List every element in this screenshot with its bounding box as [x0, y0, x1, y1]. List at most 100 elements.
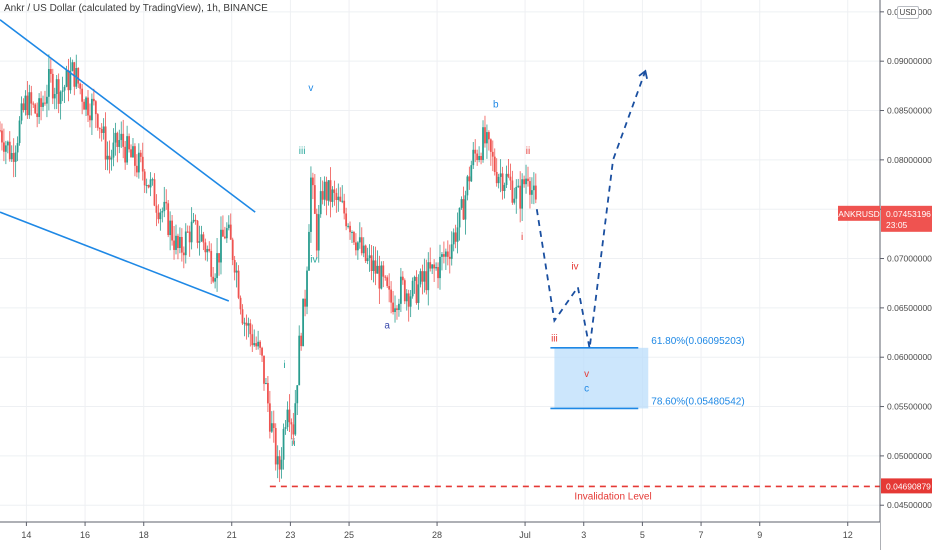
candle-body [110, 157, 113, 160]
candle-body [241, 309, 244, 324]
candle-body [141, 156, 144, 172]
candle-body [480, 156, 482, 161]
candle-body [0, 130, 1, 132]
candle-body [423, 271, 426, 282]
candle-body [235, 270, 238, 273]
candle-body [392, 302, 394, 313]
candle-body [16, 143, 19, 153]
candle-body [165, 201, 168, 204]
candle-body [311, 177, 314, 186]
candle-body [470, 165, 473, 182]
candle-body [521, 179, 524, 209]
candle-body [192, 219, 195, 222]
candle-body [182, 252, 185, 256]
candle-body [382, 265, 385, 277]
symbol-badge [838, 205, 880, 221]
candle-body [513, 198, 516, 203]
candle-body [468, 176, 471, 182]
time-tick-label: 7 [699, 530, 704, 540]
candle-body [265, 383, 267, 385]
candle-body [310, 177, 312, 232]
candle-body [427, 262, 430, 291]
candle-body [349, 225, 351, 233]
wave-label: b [493, 100, 499, 111]
candle-body [134, 146, 136, 166]
candle-body [390, 289, 393, 303]
candle-body [358, 237, 361, 243]
price-scale-bg [880, 0, 932, 550]
candle-body [360, 237, 363, 254]
time-tick-label: 23 [285, 530, 295, 540]
candle-body [118, 140, 121, 147]
candle-body [132, 146, 134, 158]
candle-body [159, 212, 162, 220]
wave-label: iii [299, 146, 306, 157]
candle-body [100, 129, 103, 133]
candle-body [253, 343, 256, 346]
candle-body [42, 102, 44, 107]
candle-body [511, 180, 514, 203]
candle-body [114, 132, 117, 143]
candle-body [145, 184, 148, 186]
candle-body [396, 308, 398, 311]
candle-body [147, 184, 150, 188]
candle-body [212, 276, 215, 282]
candle-body [394, 308, 396, 313]
candle-body [484, 127, 486, 144]
candle-body [278, 456, 281, 470]
candle-body [302, 298, 305, 347]
fib-zone [554, 347, 649, 409]
price-tick-label: 0.04500000 [887, 500, 932, 510]
candle-body [401, 276, 404, 281]
candle-body [441, 254, 443, 257]
candle-body [227, 224, 230, 229]
candle-body [474, 149, 477, 154]
candle-body [149, 179, 152, 188]
candle-body [247, 323, 250, 326]
trend-line [0, 19, 256, 213]
candle-body [243, 322, 246, 324]
candle-body [315, 213, 318, 251]
candle-body [443, 254, 445, 257]
candle-body [120, 133, 123, 141]
invalidation-badge-label: 0.04690879 [886, 481, 931, 491]
candle-body [222, 229, 224, 237]
candle-body [151, 179, 154, 181]
wave-label: ii [291, 438, 295, 449]
candle-body [20, 103, 23, 121]
candle-body [12, 153, 15, 162]
candle-body [198, 241, 201, 243]
candle-body [364, 245, 367, 262]
candle-body [190, 221, 193, 243]
symbol-badge-label: ANKRUSD [838, 209, 880, 219]
candle-body [407, 293, 410, 307]
currency-button[interactable]: USD [897, 6, 919, 19]
candle-body [8, 141, 11, 160]
time-tick-label: Jul [519, 530, 531, 540]
candle-body [22, 103, 25, 111]
wave-label: v [308, 83, 313, 94]
candle-body [458, 207, 461, 228]
time-tick-label: 9 [757, 530, 762, 540]
candle-body [124, 146, 127, 163]
candle-body [231, 239, 234, 260]
candle-body [63, 86, 66, 91]
candle-body [282, 428, 285, 460]
candle-body [460, 199, 463, 208]
candle-body [18, 120, 21, 144]
candle-body [274, 428, 277, 465]
candle-body [300, 335, 303, 347]
candle-body [171, 220, 173, 241]
invalidation-label: Invalidation Level [574, 491, 651, 502]
candle-body [46, 96, 48, 104]
candle-body [529, 181, 531, 195]
candle-body [223, 236, 226, 239]
candle-body [49, 69, 52, 74]
candle-body [55, 79, 58, 95]
candle-body [450, 244, 453, 259]
candle-body [276, 456, 279, 465]
candle-body [351, 232, 353, 234]
candle-body [180, 236, 183, 253]
candles [0, 54, 537, 483]
price-tick-label: 0.07000000 [887, 254, 932, 264]
